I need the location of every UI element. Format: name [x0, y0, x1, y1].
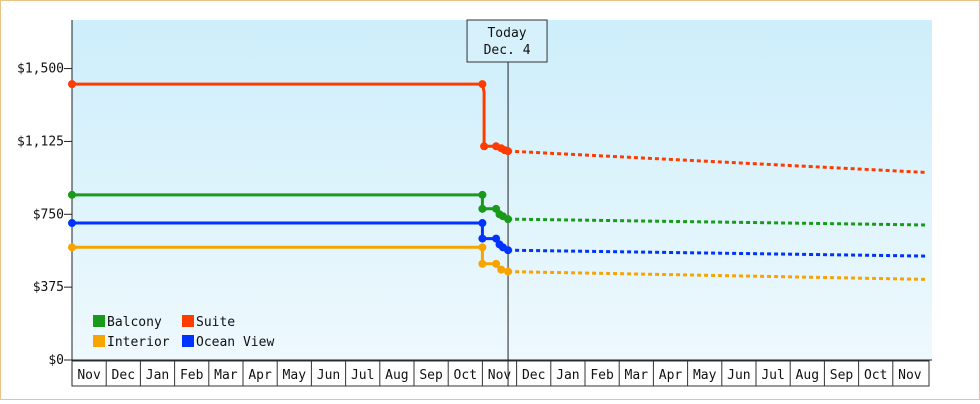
data-point-suite — [504, 147, 513, 156]
x-tick-label: Apr — [659, 368, 683, 383]
series-suite — [68, 80, 928, 174]
legend-label-interior: Interior — [107, 335, 170, 350]
x-tick-label: Oct — [454, 368, 477, 383]
x-tick-label: Jan — [556, 368, 579, 383]
x-tick-label: Jul — [351, 368, 374, 383]
data-point-interior — [68, 243, 76, 252]
x-tick-label: Oct — [864, 368, 887, 383]
today-marker: Today Dec. 4 — [466, 19, 548, 386]
today-date: Dec. 4 — [484, 43, 531, 58]
data-point-ocean-view — [504, 246, 513, 255]
x-tick-label: Sep — [830, 368, 854, 383]
legend-label-balcony: Balcony — [107, 315, 162, 330]
x-tick-label: Nov — [77, 368, 101, 383]
data-point-interior — [504, 267, 513, 276]
legend-swatch-ocean-view — [182, 335, 194, 347]
series-interior — [68, 243, 928, 281]
data-point-interior — [492, 259, 501, 268]
legend: Balcony Suite Interior Ocean View — [93, 315, 274, 350]
series-ocean-view — [68, 219, 928, 258]
data-point-balcony — [68, 190, 76, 199]
x-tick-label: Mar — [214, 368, 238, 383]
x-tick-label: Dec — [112, 368, 135, 383]
data-point-interior — [478, 259, 487, 268]
x-tick-label: Jan — [146, 368, 169, 383]
y-tick-label: $1,500 — [17, 62, 64, 77]
series-balcony — [68, 190, 928, 227]
x-tick-label: Jul — [761, 368, 784, 383]
x-tick-label: Aug — [796, 368, 819, 383]
x-tick-label: Feb — [590, 368, 614, 383]
series-lines — [68, 80, 928, 281]
x-tick-label: Nov — [898, 368, 922, 383]
legend-swatch-interior — [93, 335, 105, 347]
data-point-ocean-view — [68, 219, 76, 228]
data-point-balcony — [478, 190, 487, 199]
legend-swatch-balcony — [93, 315, 105, 327]
y-tick-labels: $0 $375 $750 $1,125 $1,500 — [17, 62, 72, 368]
data-point-interior — [497, 265, 506, 274]
x-tick-label: Sep — [419, 368, 443, 383]
data-point-suite — [68, 80, 76, 89]
data-point-balcony — [478, 204, 487, 213]
plot-background — [72, 20, 932, 360]
y-tick-label: $1,125 — [17, 134, 64, 149]
x-tick-label: Jun — [727, 368, 750, 383]
x-tick-label: Nov — [488, 368, 512, 383]
data-point-suite — [478, 80, 487, 89]
data-point-ocean-view — [478, 234, 487, 243]
x-tick-label: Jun — [317, 368, 340, 383]
y-tick-label: $750 — [33, 207, 64, 222]
today-callout — [466, 19, 548, 63]
x-axis-bar: Nov Dec Jan Feb Mar Apr May Jun Jul Aug Sep Oct Nov D… — [71, 360, 930, 387]
today-label: Today — [487, 26, 526, 41]
x-tick-label: May — [693, 368, 717, 383]
data-point-ocean-view — [492, 234, 501, 243]
legend-swatch-suite — [182, 315, 194, 327]
data-point-interior — [478, 243, 487, 252]
x-tick-label: Mar — [625, 368, 649, 383]
data-point-ocean-view — [478, 219, 487, 228]
legend-label-suite: Suite — [196, 315, 235, 330]
data-point-balcony — [504, 215, 513, 224]
x-tick-label: Dec — [522, 368, 545, 383]
x-tick-label: Feb — [180, 368, 204, 383]
y-tick-label: $375 — [33, 280, 64, 295]
x-axis-bar-frame — [71, 360, 930, 387]
x-tick-label: Aug — [385, 368, 408, 383]
x-tick-label: Apr — [248, 368, 272, 383]
x-tick-label: May — [283, 368, 307, 383]
legend-label-ocean-view: Ocean View — [196, 335, 274, 350]
data-point-suite — [480, 142, 489, 151]
y-tick-label: $0 — [48, 353, 64, 368]
